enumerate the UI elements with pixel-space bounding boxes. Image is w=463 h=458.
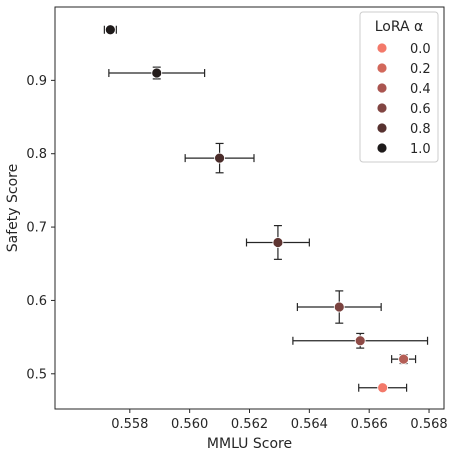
legend-label: 0.2 bbox=[410, 62, 431, 77]
data-point bbox=[104, 24, 116, 36]
legend-label: 0.0 bbox=[410, 42, 431, 57]
data-point bbox=[377, 382, 389, 394]
x-tick-label: 0.568 bbox=[410, 417, 447, 432]
data-point bbox=[333, 301, 345, 313]
x-tick-label: 0.564 bbox=[291, 417, 328, 432]
data-point-group bbox=[391, 353, 417, 365]
x-axis-ticks: 0.558 0.560 0.562 0.564 0.566 0.568 bbox=[111, 409, 448, 432]
legend-marker bbox=[376, 42, 388, 54]
data-point bbox=[151, 67, 163, 79]
data-point-group bbox=[103, 24, 117, 36]
legend-title: LoRA α bbox=[375, 19, 424, 35]
y-axis-label: Safety Score bbox=[5, 164, 21, 252]
legend-label: 0.6 bbox=[410, 102, 431, 117]
legend-label: 1.0 bbox=[410, 142, 431, 157]
legend-label: 0.4 bbox=[410, 82, 431, 97]
y-tick-label: 0.5 bbox=[26, 367, 47, 382]
x-tick-label: 0.566 bbox=[351, 417, 388, 432]
legend: LoRA α 0.0 0.2 0.4 0.6 0.8 1.0 bbox=[359, 11, 439, 163]
y-tick-label: 0.9 bbox=[26, 74, 47, 89]
data-point bbox=[272, 237, 284, 248]
x-tick-label: 0.558 bbox=[111, 417, 148, 432]
data-point-group bbox=[108, 66, 206, 80]
data-point bbox=[398, 353, 410, 365]
data-point-group bbox=[358, 382, 408, 394]
legend-label: 0.8 bbox=[410, 122, 431, 137]
data-point-group bbox=[296, 290, 382, 324]
plot-area bbox=[103, 24, 429, 394]
y-tick-label: 0.6 bbox=[26, 294, 47, 309]
x-tick-label: 0.560 bbox=[171, 417, 208, 432]
x-axis-label: MMLU Score bbox=[207, 436, 292, 452]
data-point-group bbox=[292, 332, 429, 349]
data-point-group bbox=[184, 142, 255, 174]
legend-marker bbox=[376, 102, 388, 114]
legend-marker bbox=[376, 62, 388, 74]
legend-marker bbox=[376, 82, 388, 94]
legend-marker bbox=[376, 142, 388, 154]
y-tick-label: 0.8 bbox=[26, 147, 47, 162]
data-point bbox=[354, 335, 366, 347]
data-point bbox=[214, 152, 225, 164]
data-point-group bbox=[245, 225, 310, 260]
x-tick-label: 0.562 bbox=[231, 417, 268, 432]
y-tick-label: 0.7 bbox=[26, 221, 47, 236]
y-axis-ticks: 0.5 0.6 0.7 0.8 0.9 bbox=[26, 74, 55, 382]
legend-marker bbox=[376, 122, 388, 134]
